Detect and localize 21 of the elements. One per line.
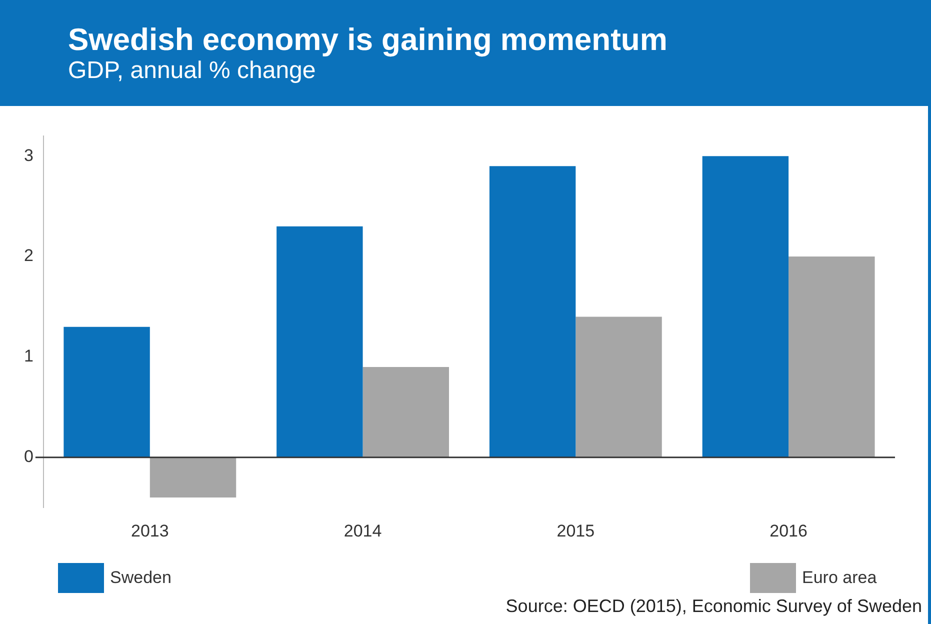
- y-tick-label: 1: [24, 346, 34, 366]
- bar: [576, 316, 662, 458]
- legend-label: Sweden: [110, 568, 172, 588]
- legend-label: Euro area: [802, 568, 877, 588]
- x-tick-label: 2014: [344, 521, 382, 540]
- chart-title: Swedish economy is gaining momentum: [68, 22, 668, 58]
- y-tick-label: 3: [24, 146, 34, 165]
- y-tick-label: 2: [24, 246, 34, 266]
- x-tick-label: 2016: [770, 521, 808, 540]
- bar: [489, 166, 576, 458]
- bar: [362, 366, 450, 458]
- bar: [788, 256, 875, 458]
- bar: [150, 457, 236, 498]
- y-tick-label: 0: [24, 447, 34, 466]
- source-note: Source: OECD (2015), Economic Survey of Sweden: [506, 596, 922, 617]
- chart-subtitle: GDP, annual % change: [68, 57, 316, 85]
- bar: [702, 156, 789, 458]
- x-tick-label: 2013: [130, 521, 169, 540]
- bar: [276, 226, 363, 458]
- bar: [64, 326, 150, 458]
- x-tick-label: 2015: [556, 521, 595, 540]
